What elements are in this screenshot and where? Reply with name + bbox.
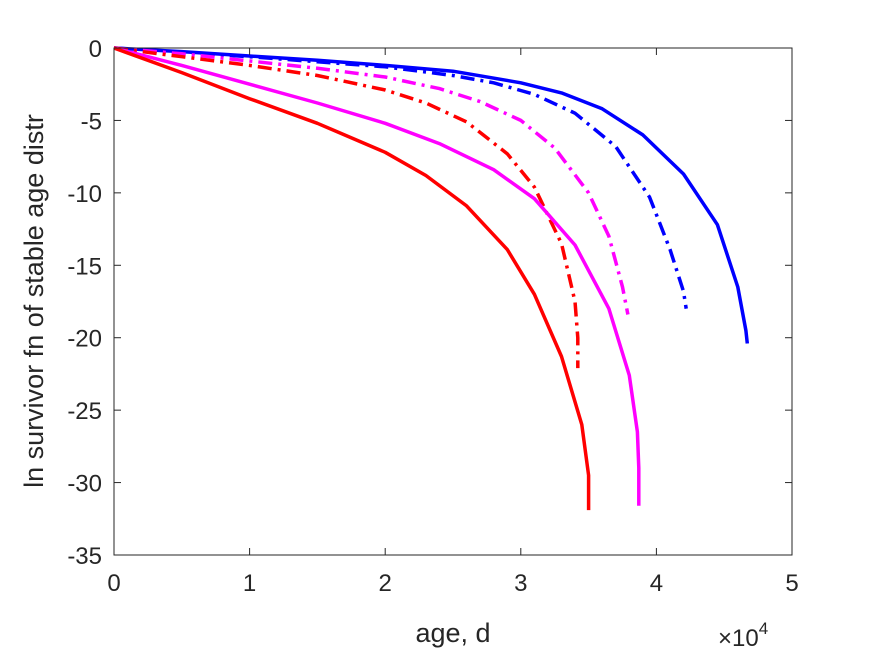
series-line-3 — [113, 46, 630, 315]
series-layer — [113, 46, 750, 511]
y-tick-label-0: 0 — [89, 36, 102, 63]
x-tick-label-4: 4 — [650, 570, 663, 597]
y-tick-label-5: -25 — [67, 398, 102, 425]
x-tick-label-3: 3 — [514, 570, 527, 597]
x-exponent-label: ×104 — [718, 619, 768, 652]
y-tick-label-6: -30 — [67, 471, 102, 498]
x-tick-label-5: 5 — [785, 570, 798, 597]
y-tick-label-4: -20 — [67, 326, 102, 353]
x-exponent-power: 4 — [759, 619, 768, 638]
plot-box — [113, 47, 793, 556]
tick-label-layer: 0 1 2 3 4 5 0 -5 -10 -15 -20 -25 -30 -35 — [67, 36, 798, 597]
x-exponent-base: ×10 — [718, 625, 759, 652]
y-tick-label-3: -15 — [67, 253, 102, 280]
x-tick-label-1: 1 — [243, 570, 256, 597]
y-tick-label-1: -5 — [81, 108, 102, 135]
y-tick-label-7: -35 — [67, 543, 102, 570]
series-line-4 — [113, 46, 580, 369]
x-axis-label: age, d — [415, 618, 490, 648]
plot-area — [114, 48, 792, 555]
series-line-2 — [113, 46, 688, 309]
y-axis-label: ln survivor fn of stable age distr — [19, 114, 49, 488]
series-line-6 — [113, 46, 591, 511]
x-tick-label-0: 0 — [107, 570, 120, 597]
series-line-5 — [113, 46, 641, 506]
x-tick-label-2: 2 — [379, 570, 392, 597]
y-tick-label-2: -10 — [67, 181, 102, 208]
tick-layer — [113, 47, 793, 556]
